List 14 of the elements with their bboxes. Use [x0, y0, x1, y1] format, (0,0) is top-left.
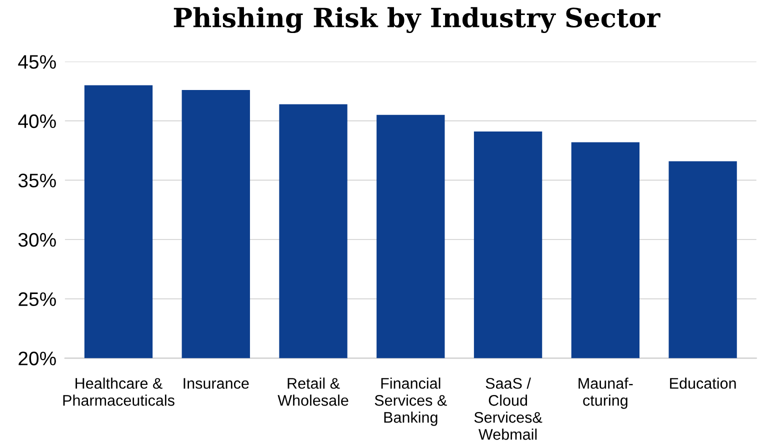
- x-tick-label: Financial Services & Banking: [374, 378, 447, 426]
- x-tick-label: Healthcare & Pharmaceuticals: [63, 378, 174, 406]
- x-tick-label: Retail & Wholesale: [278, 378, 348, 406]
- y-tick-label: 25%: [18, 292, 56, 306]
- y-tick-label: 35%: [18, 174, 56, 188]
- y-tick-label: 30%: [18, 232, 56, 247]
- y-tick-label: 20%: [18, 352, 56, 366]
- y-tick-label: 45%: [18, 55, 56, 69]
- x-tick-label: SaaS / Cloud Services& Webmail: [474, 378, 542, 440]
- x-tick-label: Maunaf- cturing: [578, 378, 633, 409]
- x-tick-label: Insurance: [184, 378, 249, 389]
- y-tick-label: 40%: [18, 114, 56, 128]
- x-tick-label: Education: [670, 378, 736, 389]
- chart-title: Phishing Risk by Industry Sector: [174, 7, 660, 34]
